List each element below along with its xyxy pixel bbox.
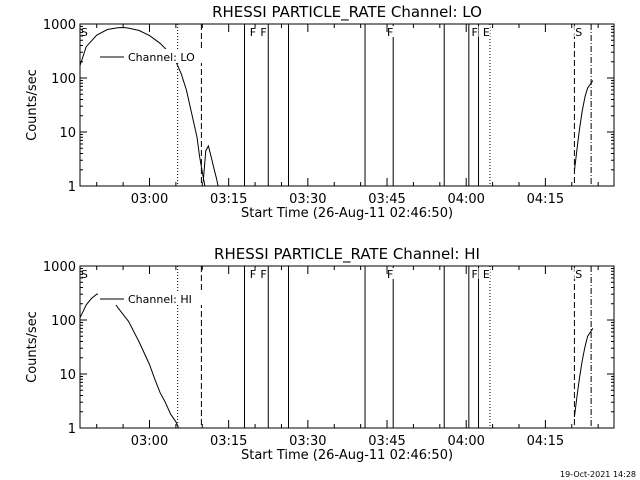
- x-tick-label: 03:15: [210, 192, 247, 207]
- flag-label: S: [575, 268, 582, 281]
- flag-background: [248, 268, 257, 279]
- chart-title: RHESSI PARTICLE_RATE Channel: HI: [214, 245, 480, 264]
- flag-label: F: [387, 26, 393, 39]
- flag-label: F: [260, 268, 266, 281]
- x-tick-label: 03:15: [210, 434, 247, 449]
- flag-label: S: [575, 26, 582, 39]
- y-tick-label: 100: [51, 72, 76, 87]
- x-tick-label: 03:45: [368, 192, 405, 207]
- plot-frame: [79, 23, 615, 187]
- y-tick-label: 10: [59, 126, 76, 141]
- flag-background: [79, 26, 88, 37]
- y-axis-label: Counts/sec: [25, 311, 40, 383]
- flag-background: [574, 268, 583, 279]
- x-tick-label: 03:45: [368, 434, 405, 449]
- legend-background: [98, 49, 204, 63]
- flag-label: F: [250, 268, 256, 281]
- flag-label: F: [260, 26, 266, 39]
- flag-label: E: [483, 26, 490, 39]
- flag-background: [470, 26, 479, 37]
- flag-label: F: [387, 268, 393, 281]
- chart-panel-hi: RHESSI PARTICLE_RATE Channel: HIS F F F F E S1…: [25, 245, 615, 463]
- y-axis-label: Counts/sec: [25, 69, 40, 141]
- x-tick-label: 03:30: [289, 192, 326, 207]
- x-axis-label: Start Time (26-Aug-11 02:46:50): [241, 206, 453, 221]
- flag-label: E: [483, 268, 490, 281]
- x-tick-label: 04:15: [527, 434, 564, 449]
- y-tick-label: 100: [51, 314, 76, 329]
- flag-label: S: [81, 26, 88, 39]
- timestamp: 19-Oct-2021 14:28: [560, 470, 636, 479]
- legend-background: [98, 291, 204, 305]
- x-tick-label: 04:00: [447, 192, 484, 207]
- flag-background: [574, 26, 583, 37]
- flag-label: F: [471, 268, 477, 281]
- y-tick-label: 1: [68, 422, 76, 437]
- y-tick-label: 1: [68, 180, 76, 195]
- series-line: [202, 144, 219, 187]
- flag-background: [481, 26, 490, 37]
- flag-label: F: [250, 26, 256, 39]
- flag-background: [386, 268, 395, 279]
- y-tick-label: 1000: [43, 260, 76, 275]
- series-line: [573, 328, 594, 418]
- plot-frame: [79, 265, 615, 429]
- flag-background: [259, 26, 268, 37]
- flag-label: S: [81, 268, 88, 281]
- y-tick-label: 10: [59, 368, 76, 383]
- flag-background: [79, 268, 88, 279]
- x-axis-label: Start Time (26-Aug-11 02:46:50): [241, 448, 453, 463]
- flag-background: [470, 268, 479, 279]
- y-tick-label: 1000: [43, 18, 76, 33]
- x-tick-label: 03:30: [289, 434, 326, 449]
- series-line: [79, 26, 206, 187]
- flag-label: F: [471, 26, 477, 39]
- flag-background: [386, 26, 395, 37]
- x-tick-label: 04:15: [527, 192, 564, 207]
- series-line: [79, 292, 179, 429]
- chart-panel-lo: RHESSI PARTICLE_RATE Channel: LOS F F F F E S1…: [25, 3, 615, 221]
- x-tick-label: 03:00: [131, 434, 168, 449]
- legend-label: Channel: HI: [128, 293, 192, 306]
- flag-background: [259, 268, 268, 279]
- flag-background: [481, 268, 490, 279]
- series-line: [573, 80, 594, 171]
- x-tick-label: 03:00: [131, 192, 168, 207]
- legend-label: Channel: LO: [128, 51, 195, 64]
- chart-title: RHESSI PARTICLE_RATE Channel: LO: [212, 3, 482, 22]
- x-tick-label: 04:00: [447, 434, 484, 449]
- flag-background: [248, 26, 257, 37]
